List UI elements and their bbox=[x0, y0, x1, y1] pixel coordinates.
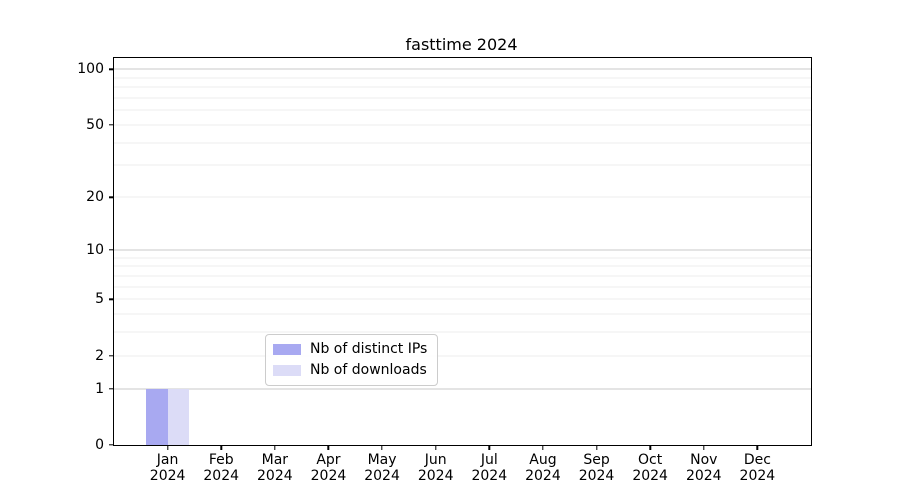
y-tick-mark bbox=[109, 68, 114, 70]
bar-distinct-ips bbox=[146, 388, 168, 445]
bar-downloads bbox=[167, 388, 190, 445]
x-tick-mark bbox=[381, 445, 383, 450]
grid-line-minor bbox=[114, 275, 811, 277]
x-tick-year: 2024 bbox=[149, 467, 186, 484]
x-tick-mark bbox=[756, 445, 759, 450]
legend-entry: Nb of distinct IPs bbox=[273, 342, 427, 357]
grid-line-major bbox=[114, 249, 811, 251]
grid-line-minor bbox=[114, 196, 811, 198]
x-tick-month: Jan bbox=[156, 452, 179, 468]
x-tick-mark bbox=[274, 445, 276, 450]
x-tick-year: 2024 bbox=[471, 467, 508, 484]
grid-line-minor bbox=[114, 77, 811, 79]
x-tick-month: Feb bbox=[208, 452, 234, 468]
grid-line-minor bbox=[114, 298, 811, 300]
x-tick-year: 2024 bbox=[525, 467, 561, 484]
y-tick-label: 100 bbox=[77, 61, 104, 78]
y-tick-label: 50 bbox=[86, 116, 104, 133]
x-tick-label: Feb 2024 bbox=[203, 452, 240, 484]
x-tick-label: Aug 2024 bbox=[525, 452, 561, 484]
x-tick-mark bbox=[649, 445, 651, 450]
chart-title: fasttime 2024 bbox=[405, 35, 518, 54]
grid-line-minor bbox=[114, 97, 811, 99]
x-tick-label: Dec 2024 bbox=[739, 452, 776, 484]
x-tick-month: Jun bbox=[424, 452, 447, 468]
x-tick-year: 2024 bbox=[364, 467, 400, 484]
x-tick-mark bbox=[220, 445, 222, 450]
x-tick-label: Apr 2024 bbox=[310, 452, 347, 484]
x-tick-label: Sep 2024 bbox=[578, 452, 615, 484]
x-tick-label: Oct 2024 bbox=[632, 452, 668, 484]
legend-entry: Nb of downloads bbox=[273, 363, 427, 378]
y-tick-label: 10 bbox=[86, 241, 104, 258]
x-tick-year: 2024 bbox=[417, 467, 454, 484]
grid-line-minor bbox=[114, 331, 811, 333]
grid-line-minor bbox=[114, 164, 811, 166]
y-tick-mark bbox=[109, 444, 114, 446]
x-tick-month: Aug bbox=[529, 452, 557, 468]
x-tick-year: 2024 bbox=[203, 467, 240, 484]
y-tick-label: 20 bbox=[86, 189, 104, 206]
x-tick-month: Oct bbox=[638, 452, 663, 468]
x-tick-month: Jul bbox=[480, 452, 498, 468]
x-tick-year: 2024 bbox=[632, 467, 668, 484]
plot-area: 0 1 2 5 10 20 50 100 Jan 2024 Feb 2024 Mar 2024 Apr 202… bbox=[77, 57, 812, 483]
grid-line-minor bbox=[114, 142, 811, 144]
legend-swatch bbox=[273, 344, 301, 355]
y-tick-mark bbox=[109, 354, 114, 357]
x-tick-mark bbox=[166, 445, 169, 450]
x-tick-mark bbox=[434, 445, 437, 450]
x-tick-year: 2024 bbox=[739, 467, 776, 484]
legend-label: Nb of distinct IPs bbox=[310, 341, 428, 357]
x-tick-label: Mar 2024 bbox=[257, 452, 293, 484]
x-tick-year: 2024 bbox=[310, 467, 347, 484]
x-tick-mark bbox=[595, 445, 598, 450]
x-tick-label: May 2024 bbox=[364, 452, 400, 484]
grid-line-minor bbox=[114, 313, 811, 315]
y-tick-mark bbox=[109, 249, 114, 251]
x-tick-month: May bbox=[367, 452, 397, 468]
grid-line-minor bbox=[114, 124, 811, 126]
grid-line-minor bbox=[114, 286, 811, 288]
legend-swatch bbox=[273, 365, 301, 376]
legend-label: Nb of downloads bbox=[310, 362, 427, 378]
grid-line-minor bbox=[114, 257, 811, 259]
y-tick-label: 2 bbox=[95, 347, 104, 364]
x-tick-month: Dec bbox=[743, 452, 771, 468]
x-tick-label: Jun 2024 bbox=[417, 452, 454, 484]
x-tick-month: Mar bbox=[261, 452, 289, 468]
x-tick-mark bbox=[542, 445, 544, 450]
x-tick-label: Nov 2024 bbox=[685, 452, 722, 484]
y-tick-mark bbox=[109, 298, 114, 300]
y-tick-label: 0 bbox=[95, 437, 104, 453]
grid-line-major bbox=[114, 388, 811, 390]
x-tick-year: 2024 bbox=[685, 467, 722, 484]
x-tick-year: 2024 bbox=[257, 467, 293, 484]
x-tick-label: Jan 2024 bbox=[149, 452, 186, 484]
x-tick-label: Jul 2024 bbox=[471, 452, 508, 484]
grid-line-minor bbox=[114, 86, 811, 88]
grid-line-major bbox=[114, 68, 811, 70]
legend: Nb of distinct IPs Nb of downloads bbox=[265, 334, 439, 386]
y-tick-mark bbox=[109, 387, 114, 390]
y-tick-mark bbox=[109, 196, 114, 198]
x-tick-month: Nov bbox=[690, 452, 718, 468]
grid-line-minor bbox=[114, 109, 811, 111]
x-tick-year: 2024 bbox=[578, 467, 615, 484]
y-tick-mark bbox=[109, 124, 114, 126]
x-tick-mark bbox=[703, 445, 705, 450]
x-tick-month: Apr bbox=[316, 452, 341, 468]
x-tick-mark bbox=[488, 445, 490, 450]
x-tick-month: Sep bbox=[583, 452, 610, 468]
y-tick-label: 5 bbox=[95, 291, 104, 308]
x-tick-mark bbox=[327, 445, 330, 450]
grid-line-minor bbox=[114, 355, 811, 357]
y-tick-label: 1 bbox=[95, 380, 104, 397]
grid-line-minor bbox=[114, 265, 811, 267]
